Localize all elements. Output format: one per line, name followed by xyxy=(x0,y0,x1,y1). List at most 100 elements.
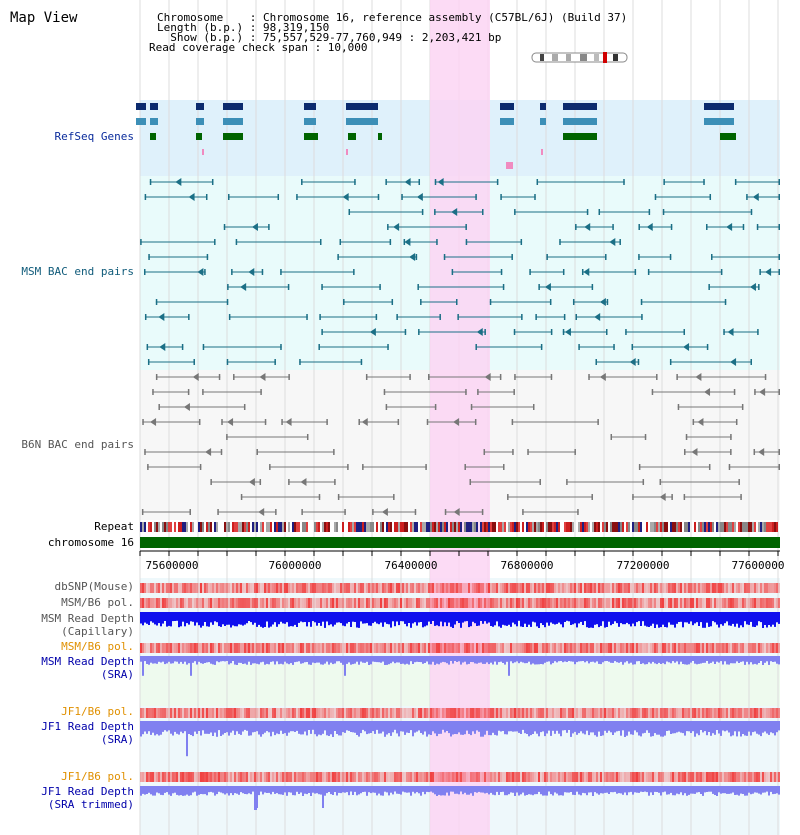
track-label-msm-depth-sra[interactable]: MSM Read Depth xyxy=(41,655,134,668)
msm-pol-heatmap xyxy=(278,643,280,653)
repeat-element xyxy=(572,522,574,532)
track-label-msm-depth-cap[interactable]: MSM Read Depth xyxy=(41,612,134,625)
jf1-pol-heatmap xyxy=(474,772,476,782)
msm-pol-heatmap xyxy=(718,643,720,653)
msm-pol-heatmap xyxy=(656,643,658,653)
repeat-element xyxy=(190,522,192,532)
jf1-pol-heatmap xyxy=(486,708,488,718)
msm-sra-depth xyxy=(152,656,154,664)
msm-capillary-depth xyxy=(360,612,362,622)
jf1-pol-heatmap xyxy=(250,708,252,718)
jf1-pol-heatmap xyxy=(296,772,298,782)
msm-capillary-depth xyxy=(484,612,486,622)
dbsnp-heatmap xyxy=(558,583,560,593)
jf1-pol-heatmap xyxy=(226,772,228,782)
dbsnp-heatmap xyxy=(646,583,648,593)
jf1-trimmed-depth xyxy=(468,786,470,795)
track-label-jf1-depth-sra[interactable]: JF1 Read Depth xyxy=(41,720,134,733)
msm-capillary-depth xyxy=(616,612,618,624)
msm-pol-heatmap xyxy=(614,643,616,653)
repeat-element xyxy=(722,522,724,532)
jf1-trimmed-depth xyxy=(498,786,500,795)
repeat-element xyxy=(360,522,362,532)
msm-sra-depth xyxy=(734,656,736,664)
jf1-pol-heatmap xyxy=(444,772,446,782)
msm-pol-heatmap xyxy=(586,643,588,653)
jf1-trimmed-depth xyxy=(716,786,718,796)
msm-capillary-depth xyxy=(340,612,342,624)
msm-pol-heatmap xyxy=(554,643,556,653)
track-label-dbsnp[interactable]: dbSNP(Mouse) xyxy=(54,580,134,593)
track-label-repeat[interactable]: Repeat xyxy=(94,520,134,533)
msm-sra-depth xyxy=(548,656,550,662)
msm-sra-depth xyxy=(746,656,748,662)
msm-bac-pair xyxy=(404,329,407,335)
dbsnp-heatmap xyxy=(194,583,196,593)
msm-bac-pair xyxy=(211,179,214,185)
track-label-msm-bac[interactable]: MSM BAC end pairs xyxy=(21,265,134,278)
jf1-pol-heatmap xyxy=(496,772,498,782)
jf1-sra-depth xyxy=(280,721,282,731)
dbsnp-heatmap xyxy=(502,583,504,593)
msm-capillary-depth xyxy=(444,612,446,623)
track-label-msm-pol-2[interactable]: MSM/B6 pol. xyxy=(61,640,134,653)
track-label-jf1-depth-trim[interactable]: JF1 Read Depth xyxy=(41,785,134,798)
msm-sra-depth xyxy=(696,656,698,665)
dbsnp-heatmap xyxy=(388,583,390,593)
track-label-refseq[interactable]: RefSeq Genes xyxy=(54,130,134,143)
jf1-trimmed-depth xyxy=(448,786,450,796)
repeat-element xyxy=(732,522,734,532)
msm-pol-heatmap xyxy=(290,643,292,653)
track-label-jf1-pol-1[interactable]: JF1/B6 pol. xyxy=(61,705,134,718)
msm-pol-heatmap xyxy=(404,598,406,608)
b6n-bac-pair xyxy=(577,509,579,515)
jf1-sra-depth xyxy=(658,721,660,735)
msm-pol-heatmap xyxy=(146,643,148,653)
msm-capillary-depth xyxy=(332,612,334,627)
jf1-sra-depth xyxy=(152,721,154,733)
msm-bac-pair xyxy=(605,254,607,260)
jf1-sra-depth xyxy=(558,721,560,734)
jf1-trimmed-depth xyxy=(438,786,440,795)
msm-pol-heatmap xyxy=(154,643,156,653)
dbsnp-heatmap xyxy=(690,583,692,593)
jf1-pol-heatmap xyxy=(174,772,176,782)
dbsnp-heatmap xyxy=(140,583,142,593)
dbsnp-heatmap xyxy=(362,583,364,593)
jf1-trimmed-depth xyxy=(692,786,694,794)
msm-sra-depth xyxy=(638,656,640,662)
msm-bac-pair xyxy=(319,314,321,320)
msm-pol-heatmap xyxy=(690,643,692,653)
jf1-pol-heatmap xyxy=(258,772,260,782)
b6n-bac-pair xyxy=(205,448,212,456)
msm-sra-depth xyxy=(510,656,512,662)
msm-bac-pair xyxy=(534,194,536,200)
dbsnp-heatmap xyxy=(586,583,588,593)
track-label-b6n-bac[interactable]: B6N BAC end pairs xyxy=(21,438,134,451)
jf1-sra-depth xyxy=(366,721,368,735)
repeat-element xyxy=(636,522,638,532)
track-label-jf1-pol-2[interactable]: JF1/B6 pol. xyxy=(61,770,134,783)
msm-pol-heatmap xyxy=(504,598,506,608)
jf1-sra-depth xyxy=(272,721,274,732)
msm-pol-heatmap xyxy=(578,598,580,608)
dbsnp-heatmap xyxy=(500,583,502,593)
repeat-element xyxy=(588,522,590,532)
msm-sra-depth xyxy=(506,656,508,662)
msm-bac-pair xyxy=(321,329,323,335)
msm-capillary-depth xyxy=(746,612,748,625)
jf1-sra-depth xyxy=(656,721,658,735)
jf1-pol-heatmap xyxy=(298,772,300,782)
dbsnp-heatmap xyxy=(624,583,626,593)
jf1-pol-heatmap xyxy=(480,772,482,782)
msm-capillary-depth xyxy=(622,612,624,625)
msm-pol-heatmap xyxy=(480,643,482,653)
jf1-pol-heatmap xyxy=(476,708,478,718)
track-label-msm-pol-1[interactable]: MSM/B6 pol. xyxy=(61,596,134,609)
dbsnp-heatmap xyxy=(734,583,736,593)
jf1-pol-heatmap xyxy=(312,708,314,718)
jf1-trimmed-depth xyxy=(296,786,298,792)
dbsnp-heatmap xyxy=(452,583,454,593)
